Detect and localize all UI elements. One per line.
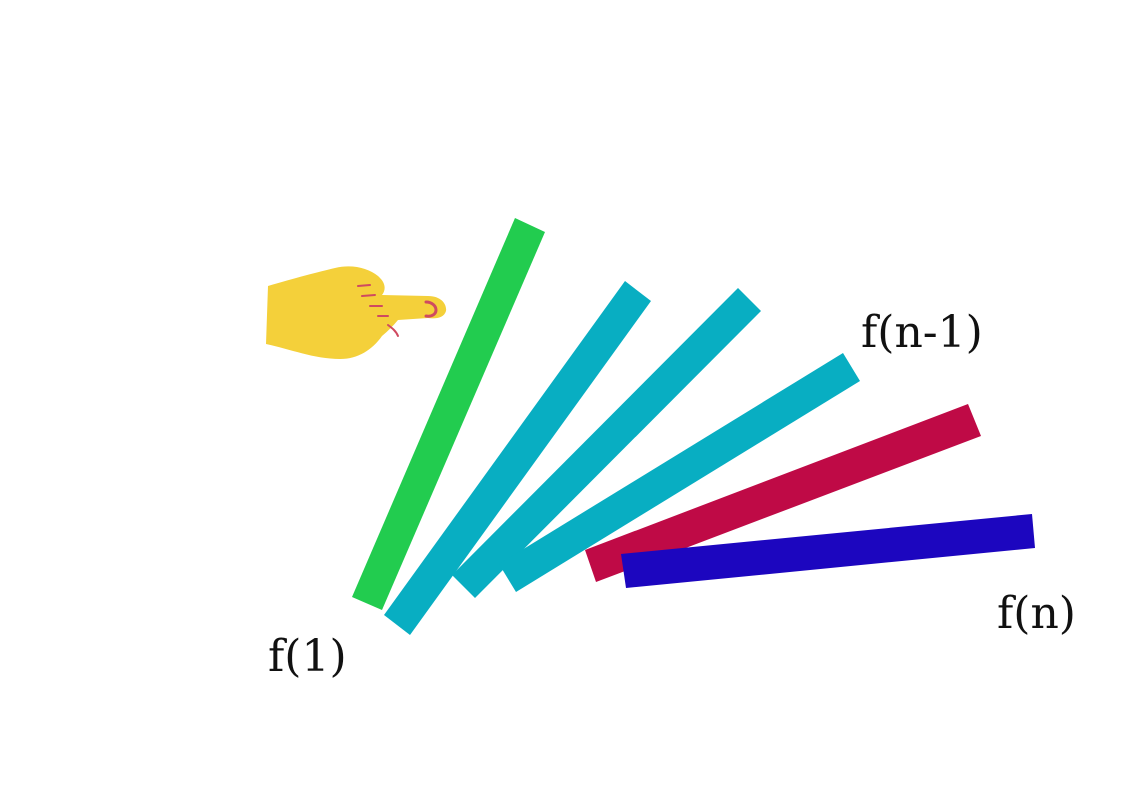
domino-2 [384,281,651,635]
domino-3 [452,288,761,598]
pointing-hand-icon [266,266,447,359]
domino-tipping [585,404,981,582]
label-second-last: f(n-1) [861,307,983,358]
label-last: f(n) [997,588,1076,639]
label-first: f(1) [268,631,347,682]
domino-first [352,218,545,610]
domino-last [621,514,1035,588]
domino-n-minus-1 [499,353,860,592]
